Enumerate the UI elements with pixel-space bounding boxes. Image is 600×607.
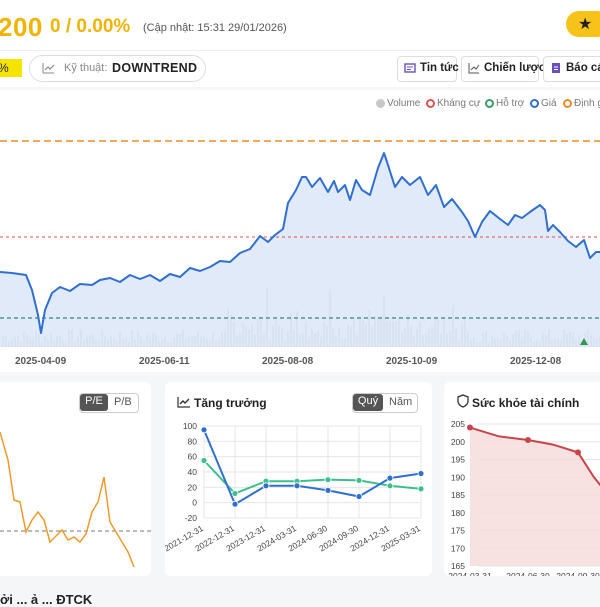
pe-pb-panel: P/E P/B [0, 382, 151, 576]
pe-pb-toggle: P/E P/B [79, 393, 139, 413]
strategy-button[interactable]: Chiến lược [461, 56, 545, 82]
legend-dot [485, 99, 494, 108]
stock-header: 200 0 / 0.00% (Cập nhật: 15:31 29/01/202… [0, 0, 600, 50]
data-point[interactable] [467, 424, 473, 431]
legend-resistance[interactable]: Kháng cự [426, 98, 480, 109]
tab-pe[interactable]: P/E [80, 394, 108, 411]
line-chart-icon [468, 63, 480, 74]
y-tick-label: 175 [451, 526, 465, 536]
price-line [0, 152, 600, 334]
growth-panel: Tăng trưởng Quý Năm 100 80 60 40 20 0 -20 2021-… [165, 382, 432, 576]
health-line [469, 426, 600, 487]
y-tick-label: 170 [451, 543, 465, 553]
y-tick-label: 200 [451, 437, 465, 447]
y-tick-label: 165 [451, 561, 465, 571]
legend-price[interactable]: Giá [530, 98, 557, 109]
financial-health-panel: Sức khỏe tài chính 205 200 195 190 185 180 175… [444, 382, 600, 576]
analysis-toolbar: % Kỹ thuật: DOWNTREND Tin tức Chiến lược… [0, 50, 600, 87]
technical-label: Kỹ thuật: [64, 62, 108, 74]
x-tick-label: 2024-03-31 [448, 571, 492, 576]
series-line [203, 459, 422, 495]
y-tick-label: 40 [188, 467, 198, 477]
legend-valuation[interactable]: Định g [563, 98, 600, 109]
trend-chart-icon [177, 397, 190, 408]
legend-support[interactable]: Hỗ trợ [485, 98, 524, 109]
current-price: 200 [0, 12, 43, 42]
health-area [470, 427, 600, 566]
legend-dot [426, 99, 435, 108]
tab-quarter[interactable]: Quý [353, 394, 383, 411]
data-point[interactable] [525, 436, 531, 443]
data-point[interactable] [231, 490, 239, 497]
pe-line [0, 432, 135, 568]
pe-chart [0, 432, 151, 568]
legend-dot [530, 99, 539, 108]
y-tick-label: 80 [188, 436, 198, 446]
shield-icon [457, 394, 469, 408]
data-point[interactable] [200, 457, 208, 464]
growth-chart: 100806040200-202021-12-312022-12-312023-… [165, 421, 425, 553]
tab-pb[interactable]: P/B [114, 396, 132, 408]
y-tick-label: 100 [183, 421, 197, 431]
data-point[interactable] [200, 426, 208, 434]
y-tick-label: 0 [192, 498, 197, 508]
x-tick-label: 2024-09-30 [556, 571, 600, 576]
y-tick-label: 190 [451, 472, 465, 482]
y-tick-label: 195 [451, 455, 465, 465]
buy-signal-marker [580, 338, 588, 345]
watchlist-button[interactable]: ★ [566, 11, 600, 37]
legend-dot [563, 99, 572, 108]
data-point[interactable] [417, 485, 425, 493]
x-label: 2025-06-11 [139, 356, 190, 367]
data-point[interactable] [386, 482, 394, 490]
update-time: (Cập nhật: 15:31 29/01/2026) [143, 22, 287, 34]
data-point[interactable] [324, 476, 332, 484]
data-point[interactable] [417, 470, 425, 477]
series-line [203, 429, 422, 506]
data-point[interactable] [575, 449, 581, 456]
y-tick-label: 180 [451, 508, 465, 518]
y-tick-label: 205 [451, 419, 465, 429]
x-label: 2025-08-08 [262, 356, 314, 367]
technical-value: DOWNTREND [112, 61, 198, 75]
y-tick-label: 185 [451, 490, 465, 500]
data-point[interactable] [262, 482, 270, 490]
x-tick-label: 2024-06-30 [506, 571, 550, 576]
y-tick-label: 60 [188, 452, 198, 462]
newspaper-icon [404, 63, 416, 73]
technical-trend-pill[interactable]: Kỹ thuật: DOWNTREND [29, 55, 206, 82]
period-toggle: Quý Năm [352, 393, 418, 413]
percent-badge: % [0, 59, 22, 77]
data-point[interactable] [231, 500, 239, 508]
document-icon [552, 63, 560, 73]
trend-chart-icon [42, 63, 55, 74]
x-label: 2025-12-08 [510, 356, 562, 367]
data-point[interactable] [324, 487, 332, 494]
y-tick-label: -20 [185, 513, 198, 523]
growth-title: Tăng trưởng [194, 396, 267, 410]
x-label: 2025-10-09 [386, 356, 438, 367]
health-title: Sức khỏe tài chính [472, 396, 580, 410]
price-chart [0, 140, 600, 347]
x-label: 2025-04-09 [15, 356, 67, 367]
star-icon: ★ [578, 16, 593, 33]
legend-volume[interactable]: Volume [376, 98, 420, 109]
news-button[interactable]: Tin tức [397, 56, 459, 82]
tab-year[interactable]: Năm [389, 396, 413, 408]
data-point[interactable] [293, 482, 301, 490]
data-point[interactable] [355, 477, 363, 484]
y-tick-label: 20 [188, 482, 198, 492]
legend-dot [376, 99, 385, 108]
data-point[interactable] [386, 474, 394, 482]
report-button[interactable]: Báo các [543, 56, 600, 82]
price-change: 0 / 0.00% [50, 16, 131, 37]
data-point[interactable] [355, 493, 363, 500]
